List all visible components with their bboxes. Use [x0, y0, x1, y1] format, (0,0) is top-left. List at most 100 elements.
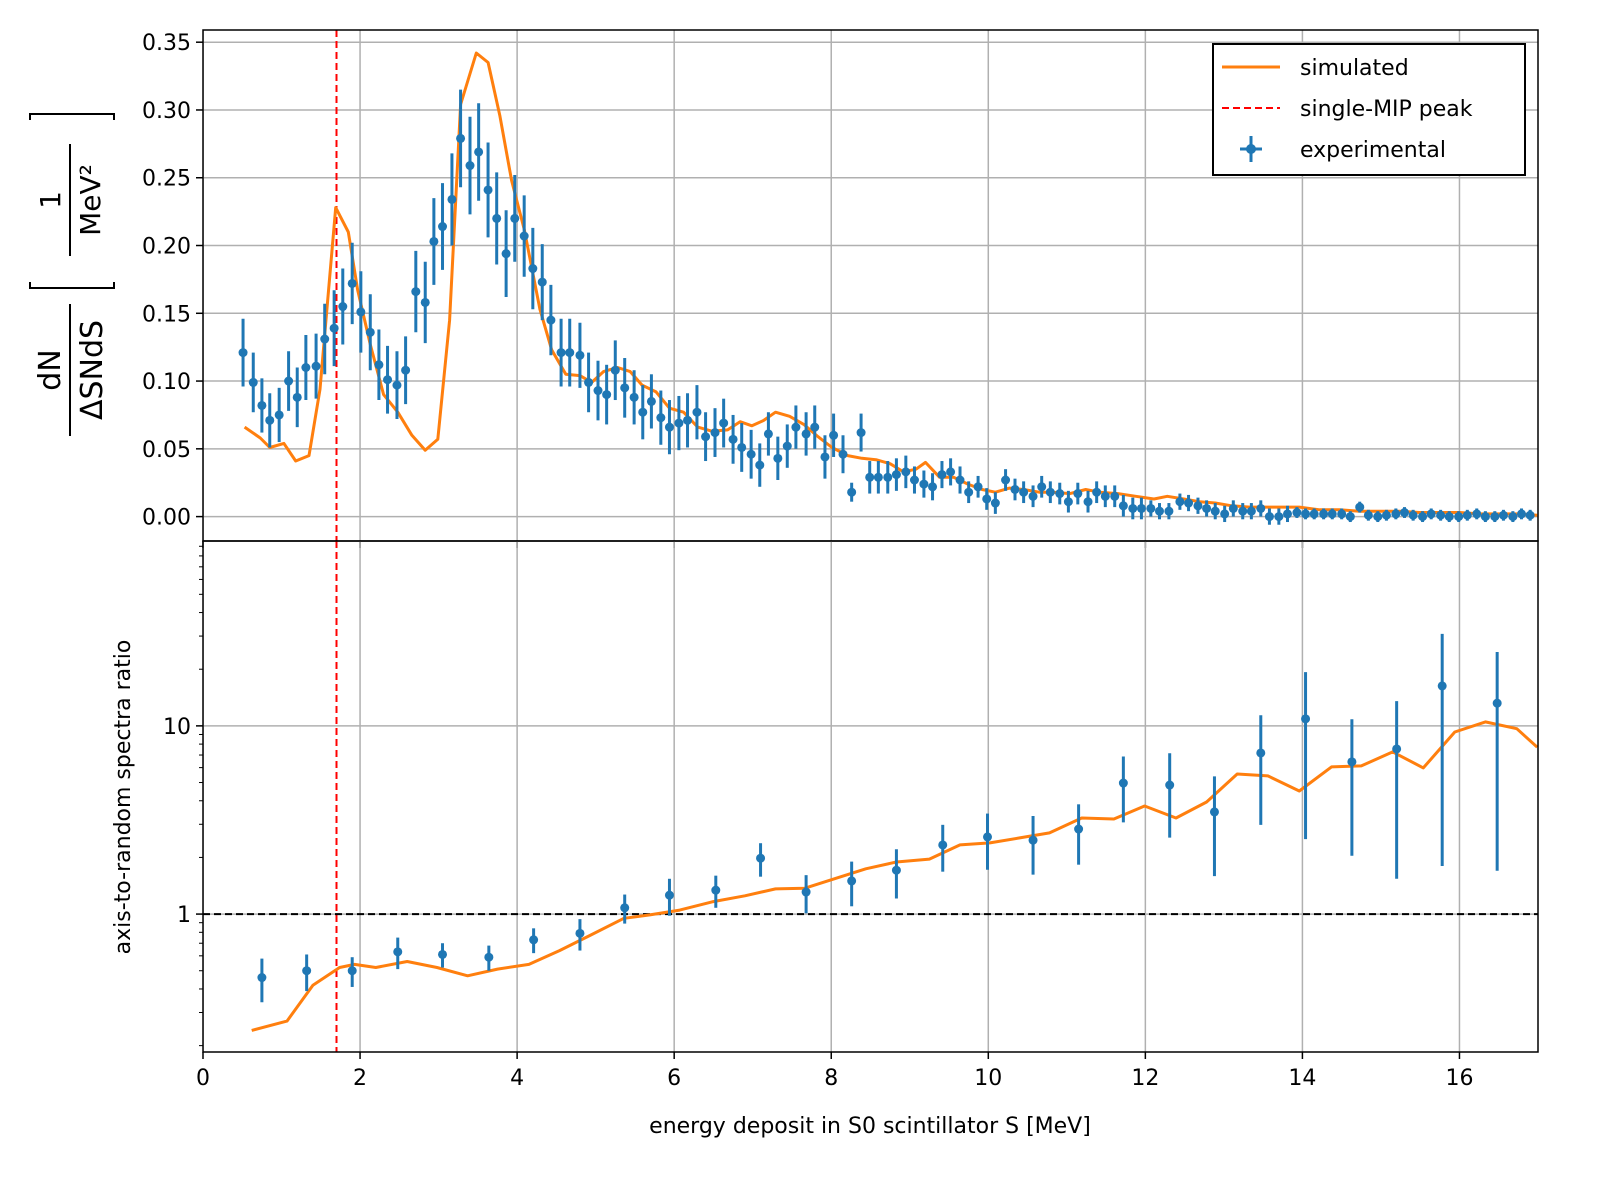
data-point — [919, 479, 929, 489]
data-point — [1175, 497, 1185, 507]
data-point — [602, 390, 612, 400]
data-point — [1220, 509, 1230, 519]
data-point — [492, 213, 502, 223]
data-point — [274, 410, 284, 420]
data-point — [873, 472, 883, 482]
data-point — [575, 928, 585, 938]
data-point — [438, 949, 448, 959]
data-point — [664, 890, 674, 900]
y-tick-label: 0.20 — [142, 235, 191, 260]
data-point — [365, 327, 375, 337]
data-point — [891, 470, 901, 480]
data-point — [1462, 510, 1472, 520]
data-point — [728, 434, 738, 444]
x-tick-label: 12 — [1131, 1066, 1159, 1091]
data-point — [1347, 757, 1357, 767]
data-point — [565, 348, 575, 358]
data-point — [1037, 482, 1047, 492]
data-point — [629, 392, 639, 402]
data-point — [1256, 503, 1266, 513]
y-axis-label: axis-to-random spectra ratio — [111, 640, 136, 955]
data-point — [484, 952, 494, 962]
data-point — [575, 350, 585, 360]
x-tick-label: 2 — [353, 1066, 367, 1091]
data-point — [773, 453, 783, 463]
data-point — [374, 360, 384, 370]
data-point — [847, 876, 857, 886]
y-tick-label: 10 — [163, 715, 191, 740]
legend-swatch — [1246, 144, 1256, 154]
data-point — [692, 407, 702, 417]
data-point — [782, 441, 792, 451]
data-point — [1363, 510, 1373, 520]
data-point — [1492, 698, 1502, 708]
data-point — [238, 348, 248, 358]
data-point — [938, 840, 948, 850]
data-point — [763, 429, 773, 439]
data-point — [284, 376, 294, 386]
data-point — [529, 935, 539, 945]
data-point — [710, 428, 720, 438]
data-point — [474, 147, 484, 157]
data-point — [1391, 509, 1401, 519]
data-point — [620, 903, 630, 913]
data-point — [593, 386, 603, 396]
data-point — [683, 415, 693, 425]
x-tick-label: 10 — [974, 1066, 1002, 1091]
data-point — [1055, 489, 1065, 499]
bracket-left — [29, 282, 115, 289]
data-point — [719, 418, 729, 428]
data-point — [528, 264, 538, 274]
data-point — [656, 413, 666, 423]
data-point — [1345, 512, 1355, 522]
data-point — [1001, 475, 1011, 485]
y-tick-label: 0.10 — [142, 370, 191, 395]
data-point — [990, 498, 1000, 508]
data-point — [393, 947, 403, 957]
data-point — [746, 449, 756, 459]
data-point — [347, 278, 357, 288]
data-point — [401, 365, 411, 375]
data-point — [483, 185, 493, 195]
data-point — [674, 418, 684, 428]
x-tick-label: 0 — [196, 1066, 210, 1091]
data-point — [1373, 512, 1383, 522]
data-point — [537, 277, 547, 287]
data-point — [801, 887, 811, 897]
data-point — [1327, 509, 1337, 519]
ylabel-unit-numerator: 1 — [34, 191, 67, 209]
data-point — [928, 482, 938, 492]
data-point — [1274, 512, 1284, 522]
data-point — [265, 415, 275, 425]
data-point — [1100, 491, 1110, 501]
data-point — [1400, 508, 1409, 518]
data-point — [1136, 503, 1146, 513]
data-point — [1118, 501, 1128, 511]
data-point — [1228, 503, 1238, 513]
data-point — [1092, 487, 1102, 497]
y-tick-label: 0.25 — [142, 167, 191, 192]
y-tick-label: 1 — [177, 903, 191, 928]
legend-label: single-MIP peak — [1300, 97, 1473, 122]
data-point — [1238, 506, 1248, 516]
data-point — [646, 396, 656, 406]
data-point — [248, 377, 258, 387]
data-point — [546, 315, 556, 325]
data-point — [1525, 510, 1535, 520]
data-point — [829, 430, 839, 440]
data-point — [1490, 512, 1500, 522]
data-point — [438, 222, 448, 232]
data-point — [1028, 835, 1038, 845]
data-point — [856, 428, 866, 438]
data-point — [937, 470, 947, 480]
data-point — [510, 213, 520, 223]
data-point — [1508, 512, 1518, 522]
data-point — [1426, 509, 1436, 519]
data-point — [1063, 497, 1073, 507]
data-point — [257, 400, 267, 410]
data-point — [883, 472, 893, 482]
data-point — [620, 383, 630, 393]
data-point — [791, 422, 801, 432]
data-point — [865, 472, 875, 482]
data-point — [755, 460, 765, 470]
